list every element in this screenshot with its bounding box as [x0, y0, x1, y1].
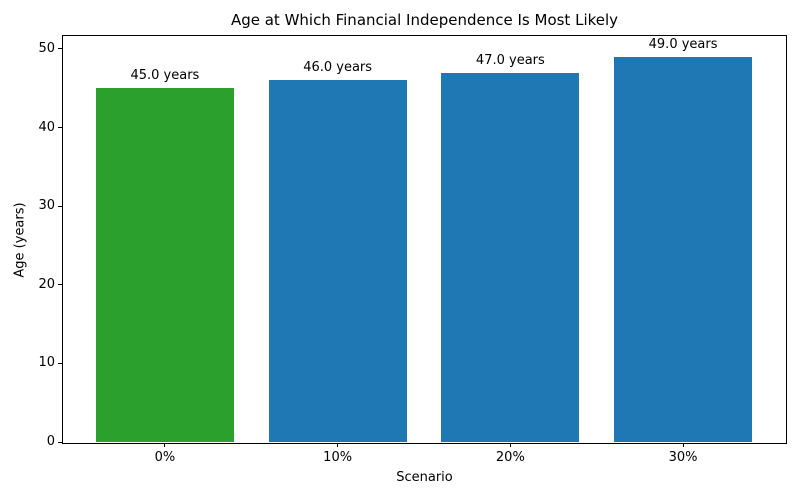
bar-20% [441, 72, 580, 442]
y-tick-mark [58, 284, 62, 286]
x-tick-mark [164, 443, 166, 447]
bar-value-label: 45.0 years [130, 68, 200, 84]
x-tick-label: 0% [154, 450, 176, 465]
bar-10% [268, 80, 407, 442]
y-tick-mark [58, 362, 62, 364]
bar-value-label: 49.0 years [648, 36, 718, 52]
y-tick-label: 10 [38, 355, 55, 371]
bar-0% [95, 88, 234, 442]
x-axis-label: Scenario [396, 470, 453, 485]
x-tick-label: 10% [323, 450, 353, 465]
bar-value-label: 47.0 years [475, 52, 545, 68]
y-tick-mark [58, 441, 62, 443]
y-tick-mark [58, 205, 62, 207]
y-tick-label: 40 [38, 119, 55, 135]
y-tick-mark [58, 48, 62, 50]
x-tick-mark [509, 443, 511, 447]
x-tick-label: 20% [495, 450, 525, 465]
y-tick-label: 30 [38, 198, 55, 214]
y-tick-mark [58, 127, 62, 129]
y-tick-label: 20 [38, 276, 55, 292]
y-tick-label: 0 [46, 434, 55, 449]
y-tick-label: 50 [38, 40, 55, 56]
x-tick-mark [337, 443, 339, 447]
bar-value-label: 46.0 years [303, 60, 373, 76]
x-tick-mark [682, 443, 684, 447]
x-tick-label: 30% [668, 450, 698, 465]
bar-30% [614, 56, 753, 442]
chart-title: Age at Which Financial Independence Is M… [230, 11, 619, 29]
